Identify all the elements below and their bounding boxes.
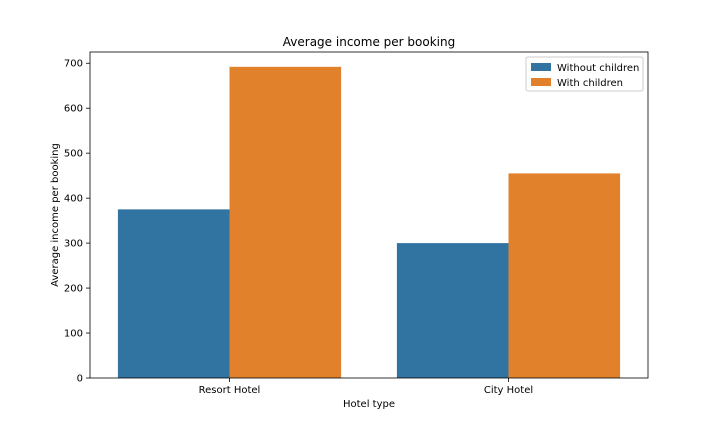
legend-label-2: With children: [557, 78, 623, 89]
x-tick-label-2: City Hotel: [484, 385, 533, 396]
y-tick-label-500: 500: [64, 149, 83, 160]
y-tick-label-400: 400: [64, 194, 83, 205]
y-tick-label-700: 700: [64, 59, 83, 70]
x-tick-label-1: Resort Hotel: [199, 385, 261, 396]
y-tick-label-200: 200: [64, 284, 83, 295]
y-tick-label-0: 0: [77, 374, 83, 385]
legend-swatch-1: [531, 63, 551, 71]
legend: Without children With children: [525, 56, 644, 92]
y-axis: 0 100 200 300 400 500 600 700: [64, 59, 90, 385]
legend-label-1: Without children: [557, 63, 639, 74]
y-tick-label-300: 300: [64, 239, 83, 250]
x-axis-label: Hotel type: [343, 399, 395, 410]
plot-frame: [89, 51, 649, 379]
legend-box: [525, 56, 644, 92]
bar-1-1: [117, 209, 230, 378]
chart-title: Average income per booking: [283, 35, 455, 49]
legend-swatch-2: [531, 78, 551, 86]
y-tick-label-600: 600: [64, 104, 83, 115]
y-tick-label-100: 100: [64, 329, 83, 340]
bars-group: [117, 66, 621, 378]
bar-2-1: [396, 243, 509, 378]
bar-1-2: [229, 66, 342, 378]
bar-2-2: [508, 173, 621, 378]
x-axis: Resort Hotel City Hotel: [199, 378, 533, 396]
y-axis-label: Average income per booking: [50, 143, 61, 287]
